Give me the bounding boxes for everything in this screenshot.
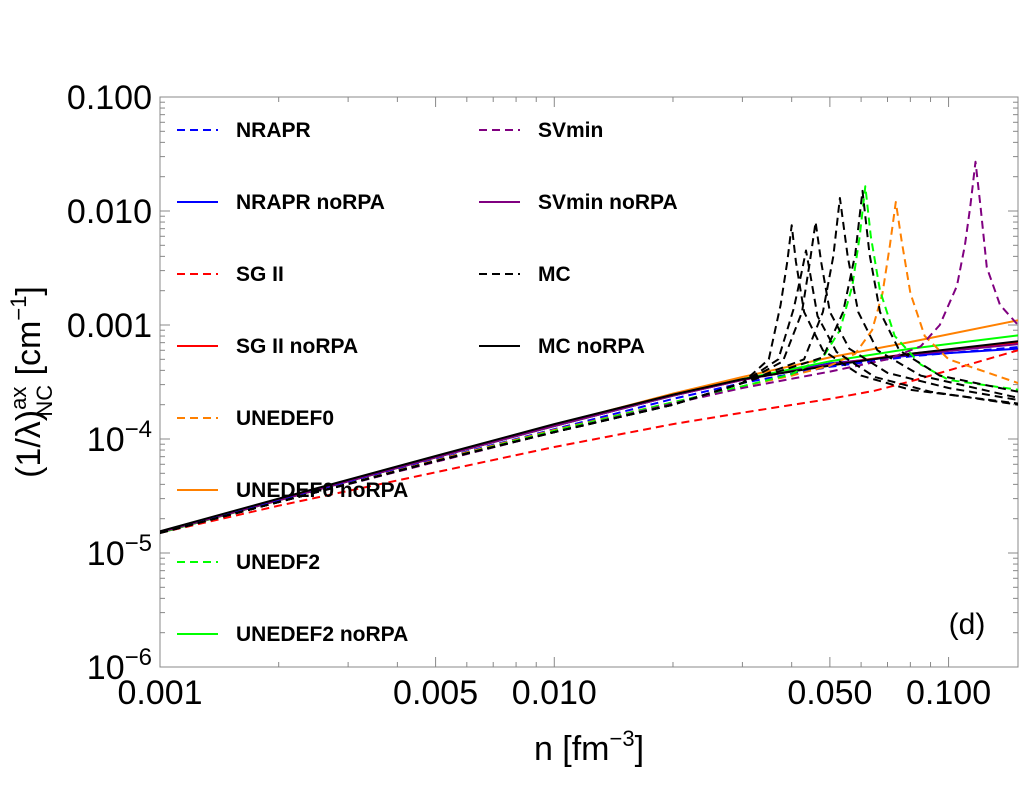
x-tick-label: 0.050 [787,674,872,712]
y-tick-labels: 0.100 0.010 0.001 10−4 10−5 10−6 [67,79,152,687]
series-line-nrapr [160,346,1018,534]
series-line-sg-ii [160,349,1018,534]
plot-frame [159,96,1019,668]
plot-area [159,96,1019,668]
y-tick-label: 10−6 [87,644,152,687]
x-axis-title: n [fm−3] [534,726,644,768]
series-line-svmin [160,160,1018,534]
axis-ticks [159,96,1018,668]
x-tick-label: 0.001 [117,674,202,712]
legend: NRAPR NRAPR noRPA SG II SG II noRPA UNEDEF0 U… [177,119,678,646]
series-line-mc-norpa [160,340,1018,533]
legend-label: MC noRPA [538,335,645,358]
legend-label: SG II [236,263,284,286]
legend-item: UNEDEF0 noRPA [177,479,408,502]
y-tick-label: 10−5 [87,530,152,573]
panel-label: (d) [949,608,986,641]
legend-item: MC noRPA [479,335,645,358]
legend-item: NRAPR [177,119,311,142]
series-layer [160,160,1018,534]
legend-item: UNEDF2 [177,551,320,574]
legend-label: UNEDEF2 noRPA [236,623,408,646]
y-tick-label: 0.001 [67,307,152,345]
legend-label: NRAPR noRPA [236,191,385,214]
y-tick-label: 0.010 [67,193,152,231]
legend-label: UNEDEF0 noRPA [236,479,408,502]
legend-item: UNEDEF2 noRPA [177,623,408,646]
series-line-unedef0 [160,201,1018,534]
series-line-unedf2 [160,185,1018,534]
series-line-nrapr-norpa [160,347,1018,534]
legend-item: SVmin [479,119,603,142]
y-tick-label: 0.100 [67,79,152,117]
legend-label: SG II noRPA [236,335,358,358]
legend-label: UNEDEF0 [236,407,334,430]
legend-item: UNEDEF0 [177,407,334,430]
legend-label: MC [538,263,571,286]
x-tick-label: 0.100 [906,674,991,712]
x-tick-label: 0.005 [393,674,478,712]
legend-label: SVmin [538,119,603,142]
legend-item: SG II noRPA [177,335,358,358]
legend-item: MC [479,263,571,286]
legend-label: SVmin noRPA [538,191,678,214]
legend-item: SVmin noRPA [479,191,678,214]
legend-label: UNEDF2 [236,551,320,574]
legend-item: NRAPR noRPA [177,191,385,214]
y-axis-title: (1/λ)axNC [cm−1] [6,286,57,478]
x-tick-label: 0.010 [512,674,597,712]
x-tick-labels: 0.001 0.005 0.010 0.050 0.100 [117,674,991,712]
y-tick-label: 10−4 [87,416,152,459]
legend-label: NRAPR [236,119,311,142]
series-line-mc [160,189,1018,534]
legend-item: SG II [177,263,284,286]
